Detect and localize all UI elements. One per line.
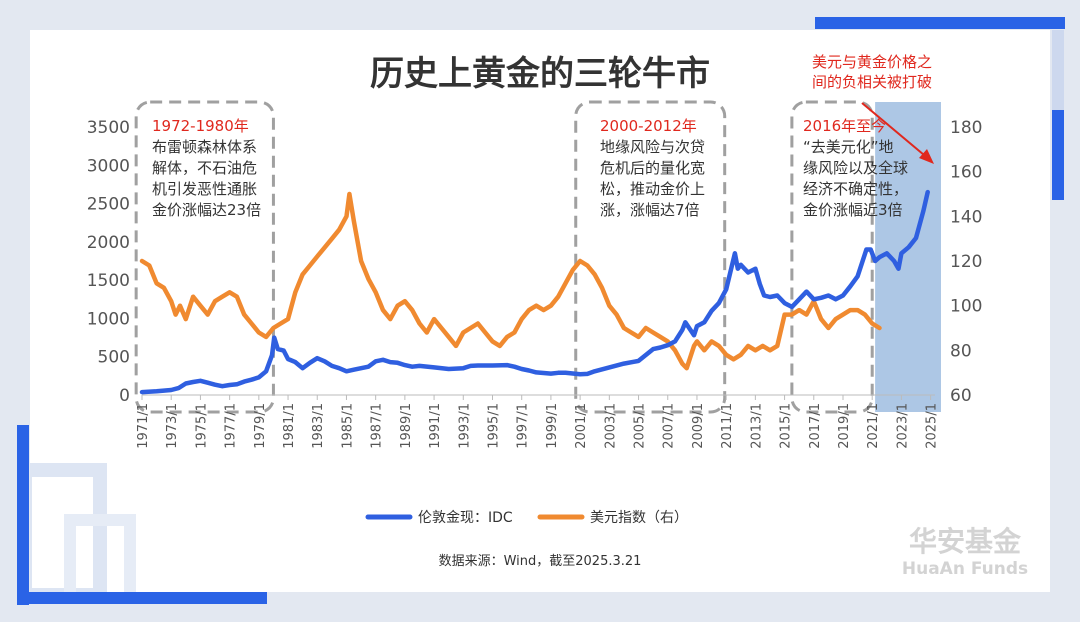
x-tick-label: 2025/1 <box>925 403 940 449</box>
y-left-tick-label: 1000 <box>87 309 130 329</box>
x-tick-label: 1979/1 <box>253 403 268 449</box>
x-tick-label: 1975/1 <box>194 403 209 449</box>
highlight-band <box>875 102 941 412</box>
x-tick-label: 2015/1 <box>779 403 794 449</box>
x-tick-label: 1983/1 <box>311 403 326 449</box>
deco-top-right-light <box>1052 30 1064 110</box>
y-right-tick-label: 120 <box>950 252 982 272</box>
huaan-logo: 华安基金 HuaAn Funds <box>902 525 1028 579</box>
y-left-tick-label: 500 <box>98 348 130 368</box>
annotation-1-line: 金价涨幅达23倍 <box>152 201 261 219</box>
chart: 0 500 1000 1500 2000 2500 3000 3500 60 80 100 120 14… <box>30 53 1028 592</box>
y-right-tick-label: 60 <box>950 386 972 406</box>
deco-squares <box>30 463 136 592</box>
x-tick-label: 1985/1 <box>340 403 355 449</box>
x-tick-label: 1997/1 <box>516 403 531 449</box>
annotation-3-line: 金价涨幅近3倍 <box>803 201 903 219</box>
x-tick-label: 1987/1 <box>370 403 385 449</box>
x-tick-label: 1989/1 <box>399 403 414 449</box>
x-tick-label: 1973/1 <box>165 403 180 449</box>
x-tick-label: 1971/1 <box>136 403 151 449</box>
annotation-2-line: 危机后的量化宽 <box>600 159 705 177</box>
x-tick-label: 2001/1 <box>574 403 589 449</box>
annotation-3-line: “去美元化”地 <box>803 138 894 156</box>
chart-card: 0 500 1000 1500 2000 2500 3000 3500 60 80 100 120 14… <box>30 30 1050 592</box>
x-tick-label: 1991/1 <box>428 403 443 449</box>
x-tick-label: 2003/1 <box>603 403 618 449</box>
annotation-3-line: 缘风险以及全球 <box>803 159 908 177</box>
x-tick-label: 1981/1 <box>282 403 297 449</box>
y-right-tick-label: 80 <box>950 341 972 361</box>
legend-usd-label: 美元指数（右） <box>590 510 688 526</box>
x-tick-label: 2013/1 <box>749 403 764 449</box>
x-tick-label: 1999/1 <box>545 403 560 449</box>
y-left-tick-label: 2000 <box>87 233 130 253</box>
annotation-3: 2016年至今 “去美元化”地 缘风险以及全球 经济不确定性， 金价涨幅近3倍 <box>803 117 908 219</box>
chart-title: 历史上黄金的三轮牛市 <box>370 54 710 94</box>
y-left-tick-label: 0 <box>119 386 130 406</box>
y-right-tick-label: 180 <box>950 118 982 138</box>
annotation-1-line: 机引发恶性通胀 <box>152 180 257 198</box>
x-tick-label: 1995/1 <box>486 403 501 449</box>
deco-top-right-bar <box>815 17 1065 29</box>
x-tick-label: 2005/1 <box>633 403 648 449</box>
callout: 美元与黄金价格之 间的负相关被打破 <box>812 53 934 164</box>
source-note: 数据来源：Wind，截至2025.3.21 <box>439 554 642 569</box>
y-right-tick-label: 140 <box>950 207 982 227</box>
x-tick-label: 2019/1 <box>837 403 852 449</box>
series-line-gold <box>139 189 930 395</box>
annotation-2-line: 涨，涨幅达7倍 <box>600 201 700 219</box>
bull-market-box-2 <box>574 100 727 414</box>
annotation-2-line: 地缘风险与次贷 <box>600 138 705 156</box>
x-tick-label: 2007/1 <box>662 403 677 449</box>
callout-arrowhead <box>919 149 934 164</box>
annotation-1-line: 解体，不石油危 <box>152 159 257 177</box>
x-tick-label: 2023/1 <box>895 403 910 449</box>
bull-market-box-1 <box>134 100 275 414</box>
annotation-3-title: 2016年至今 <box>803 117 886 135</box>
x-tick-label: 2009/1 <box>691 403 706 449</box>
legend: 伦敦金现：IDC 美元指数（右） <box>365 510 688 526</box>
annotation-1-title: 1972-1980年 <box>152 117 249 135</box>
deco-left-bar <box>17 425 29 605</box>
callout-arrow <box>861 102 931 161</box>
x-tick-label: 1977/1 <box>224 403 239 449</box>
annotation-2-line: 松，推动金价上 <box>600 180 705 198</box>
annotation-2: 2000-2012年 地缘风险与次贷 危机后的量化宽 松，推动金价上 涨，涨幅达… <box>600 117 705 219</box>
x-tick-label: 2017/1 <box>808 403 823 449</box>
logo-en: HuaAn Funds <box>902 559 1028 579</box>
callout-line: 美元与黄金价格之 <box>812 53 932 71</box>
y-left-tick-label: 2500 <box>87 195 130 215</box>
y-left-tick-label: 1500 <box>87 271 130 291</box>
y-left-tick-label: 3000 <box>87 156 130 176</box>
deco-right-bar <box>1052 110 1064 200</box>
annotation-1: 1972-1980年 布雷顿森林体系 解体，不石油危 机引发恶性通胀 金价涨幅达… <box>152 117 261 219</box>
x-tick-label: 2021/1 <box>866 403 881 449</box>
y-left-tick-label: 3500 <box>87 118 130 138</box>
annotation-2-title: 2000-2012年 <box>600 117 697 135</box>
logo-cn: 华安基金 <box>909 525 1022 558</box>
x-tick-label: 2011/1 <box>720 403 735 449</box>
series-line-usd <box>139 191 882 371</box>
legend-gold-label: 伦敦金现：IDC <box>418 510 513 526</box>
deco-bottom-bar <box>17 592 267 604</box>
callout-line: 间的负相关被打破 <box>812 73 932 91</box>
annotation-3-line: 经济不确定性， <box>803 180 908 198</box>
annotation-1-line: 布雷顿森林体系 <box>152 138 257 156</box>
y-right-tick-label: 100 <box>950 297 982 317</box>
y-right-tick-label: 160 <box>950 163 982 183</box>
x-tick-label: 1993/1 <box>457 403 472 449</box>
